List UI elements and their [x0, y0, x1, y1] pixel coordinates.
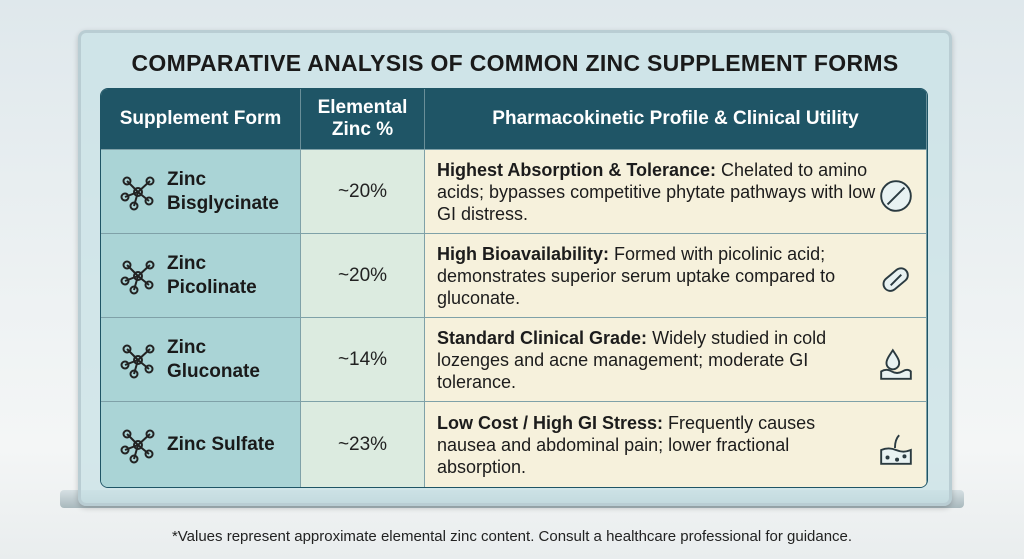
- footnote: *Values represent approximate elemental …: [171, 528, 853, 545]
- elemental-zinc: ~23%: [337, 433, 388, 455]
- zinc-cell: ~23%: [301, 401, 425, 487]
- form-cell: Zinc Bisglycinate: [101, 149, 301, 233]
- zinc-cell: ~14%: [301, 317, 425, 401]
- profile-cell: Highest Absorption & Tolerance: Chelated…: [425, 149, 927, 233]
- profile-icon: [880, 180, 912, 212]
- elemental-zinc: ~20%: [337, 180, 388, 202]
- molecule-icon: [120, 260, 155, 294]
- molecule-icon: [120, 344, 155, 378]
- profile-cell: Standard Clinical Grade: Widely studied …: [425, 317, 927, 401]
- form-cell: Zinc Picolinate: [101, 233, 301, 317]
- supplement-form: Zinc Sulfate: [167, 433, 275, 455]
- column-header: Pharmacokinetic Profile & Clinical Utili…: [425, 89, 927, 149]
- profile-heading: Standard Clinical Grade:: [437, 328, 648, 348]
- table: Supplement Form Elemental Zinc % Pharmacok…: [100, 88, 928, 488]
- molecule-icon: [120, 176, 155, 210]
- form-cell: Zinc Gluconate: [101, 317, 301, 401]
- supplement-form: Zinc Picolinate: [167, 252, 257, 298]
- profile-text: Frequently causes nausea and abdominal p…: [437, 413, 816, 477]
- supplement-form: Zinc Gluconate: [167, 336, 260, 382]
- column-header: Supplement Form: [101, 89, 301, 149]
- profile-heading: High Bioavailability:: [437, 244, 610, 264]
- zinc-cell: ~20%: [301, 149, 425, 233]
- supplement-form: Zinc Bisglycinate: [167, 168, 279, 214]
- profile-cell: High Bioavailability: Formed with picoli…: [425, 233, 927, 317]
- column-header: Elemental Zinc %: [301, 89, 425, 149]
- profile-icon: [882, 267, 909, 292]
- form-cell: Zinc Sulfate: [101, 401, 301, 487]
- elemental-zinc: ~14%: [337, 348, 388, 370]
- profile-cell: Low Cost / High GI Stress: Frequently ca…: [425, 401, 927, 487]
- profile-icon: [880, 348, 912, 380]
- title: COMPARATIVE ANALYSIS OF COMMON ZINC SUPP…: [131, 50, 899, 76]
- profile-text: Formed with picolinic acid; demonstrates…: [437, 244, 836, 308]
- molecule-icon: [120, 429, 155, 463]
- profile-icon: [880, 434, 912, 465]
- profile-heading: Highest Absorption & Tolerance:: [437, 160, 717, 180]
- zinc-cell: ~20%: [301, 233, 425, 317]
- elemental-zinc: ~20%: [337, 264, 388, 286]
- profile-text: Chelated to amino acids; bypasses compet…: [437, 160, 876, 224]
- profile-text: Widely studied in cold lozenges and acne…: [437, 328, 827, 392]
- profile-heading: Low Cost / High GI Stress:: [437, 413, 664, 433]
